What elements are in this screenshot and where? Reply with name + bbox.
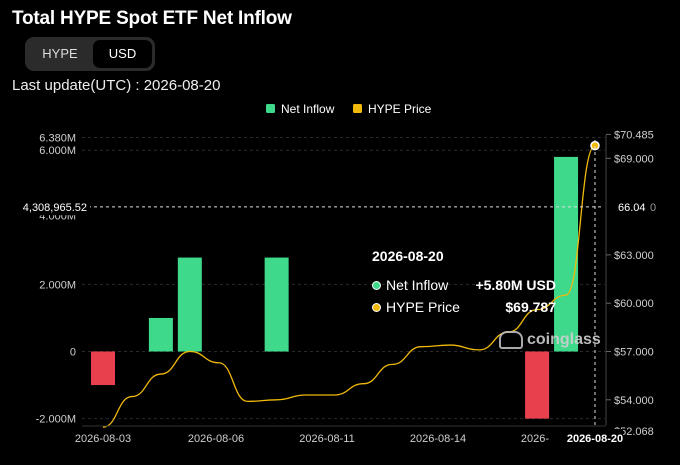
x-tick-label-4: 2026- <box>521 433 549 445</box>
x-axis: 2026-08-03 2026-08-06 2026-08-11 2026-08-14… <box>75 425 623 446</box>
toggle-hype-button[interactable]: HYPE <box>42 46 78 61</box>
x-tick-label-2: 2026-08-11 <box>299 433 354 445</box>
tooltip-net-inflow-value: +5.80M USD <box>475 277 556 293</box>
left-tick-label-1: 2.000M <box>39 279 76 291</box>
legend-hype-price-swatch <box>353 104 362 113</box>
tooltip-hype-price-value: $69.787 <box>505 299 556 315</box>
hype-price-line <box>102 140 600 428</box>
bar-2026-08-03 <box>91 351 115 386</box>
tooltip-row-hype-price: HYPE Price $69.787 <box>372 299 568 315</box>
right-tick-label-4: $54.000 <box>614 395 654 407</box>
right-tick-label-2: $60.000 <box>614 298 654 310</box>
right-tick-label-0: $69.000 <box>614 153 654 165</box>
tooltip-row-net-inflow: Net Inflow +5.80M USD <box>372 277 568 293</box>
crosshair-left-label-bg <box>10 198 90 215</box>
bar-2026-08-09 <box>264 257 289 352</box>
tooltip-net-inflow-label: Net Inflow <box>386 277 449 293</box>
right-max-label: $70.485 <box>614 129 654 141</box>
bar-2026-08-19 <box>554 156 579 352</box>
right-tick-label-1: $63.000 <box>614 250 654 262</box>
price-line-path <box>102 144 596 428</box>
left-axis: 6.000M 2.000M 0 -2.000M 6.380M 4.000M <box>36 132 76 425</box>
bar-2026-08-06 <box>177 257 202 352</box>
left-tick-label-3: -2.000M <box>36 414 76 426</box>
right-axis: $69.000 $63.000 $60.000 $57.000 $54.000 $70.4… <box>605 129 654 438</box>
x-tick-label-1: 2026-08-06 <box>188 433 244 445</box>
unit-toggle: HYPE USD <box>25 37 155 71</box>
tooltip-net-inflow-dot <box>372 280 381 290</box>
legend-hype-price-label: HYPE Price <box>368 102 432 116</box>
crosshair-left-label: 4,308,965.52 <box>23 202 87 214</box>
bar-2026-08-05 <box>148 317 173 352</box>
last-update-text: Last update(UTC) : 2026-08-20 <box>12 77 221 94</box>
legend-net-inflow-swatch <box>266 104 275 113</box>
tooltip-hype-price-label: HYPE Price <box>386 299 460 315</box>
legend-net-inflow-label: Net Inflow <box>281 102 335 116</box>
bar-2026-08-18 <box>525 351 550 419</box>
x-tick-label-3: 2026-08-14 <box>410 433 466 445</box>
legend: Net Inflow HYPE Price <box>266 102 432 116</box>
watermark-text: coinglass <box>527 331 601 349</box>
net-inflow-bars <box>91 156 579 419</box>
x-crosshair-label-bg <box>553 429 623 446</box>
crosshair-right-label: 66.04 <box>618 202 646 214</box>
crosshair-right-label-tail: 0 <box>650 202 656 214</box>
crosshair: 4,308,965.52 66.04 0 <box>10 140 656 428</box>
tooltip: 2026-08-20 Net Inflow +5.80M USD HYPE Pr… <box>362 238 572 330</box>
left-tick-label-2: 0 <box>70 347 76 359</box>
right-min-label: $52.068 <box>614 426 654 438</box>
x-crosshair-label: 2026-08-20 <box>567 433 623 445</box>
coinglass-logo-icon <box>499 331 523 349</box>
right-tick-label-3: $57.000 <box>614 347 654 359</box>
left-max-label: 6.380M <box>39 132 76 144</box>
toggle-usd-button[interactable]: USD <box>93 40 152 68</box>
x-tick-label-0: 2026-08-03 <box>75 433 131 445</box>
tooltip-hype-price-dot <box>372 302 381 312</box>
page-title: Total HYPE Spot ETF Net Inflow <box>12 8 292 29</box>
coinglass-watermark: coinglass <box>499 331 601 349</box>
tooltip-date: 2026-08-20 <box>372 248 444 264</box>
left-tick-label-hidden: 4.000M <box>39 210 76 222</box>
left-tick-label-0: 6.000M <box>39 145 76 157</box>
